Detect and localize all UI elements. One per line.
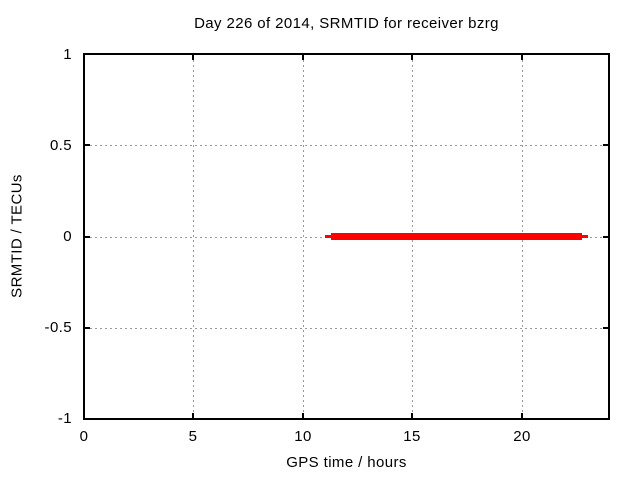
y-axis-tick-right	[603, 327, 608, 329]
x-tick-label-15: 15	[403, 428, 421, 445]
x-axis-tick-top	[411, 55, 413, 60]
x-tick-label-20: 20	[513, 428, 531, 445]
x-axis-tick-bottom	[411, 413, 413, 418]
y-tick-label-0: 0	[63, 228, 72, 245]
plot-area	[83, 53, 610, 420]
plot-frame-bottom	[83, 418, 610, 420]
x-axis-tick-bottom	[302, 413, 304, 418]
y-axis-tick-right	[603, 236, 608, 238]
series-line-thick	[331, 233, 582, 240]
plot-frame-right	[608, 53, 610, 420]
gridline-horizontal	[85, 145, 608, 146]
y-axis-tick-left	[85, 236, 90, 238]
x-tick-label-10: 10	[294, 428, 312, 445]
chart-title: Day 226 of 2014, SRMTID for receiver bzr…	[194, 15, 499, 32]
x-axis-tick-bottom	[192, 413, 194, 418]
y-axis-tick-left	[85, 327, 90, 329]
x-axis-tick-top	[302, 55, 304, 60]
plot-frame-left	[83, 53, 85, 420]
y-tick-label-0p5: 0.5	[49, 137, 72, 154]
x-axis-tick-bottom	[521, 413, 523, 418]
x-tick-label-5: 5	[188, 428, 198, 445]
x-tick-label-0: 0	[79, 428, 89, 445]
plot-frame-top	[83, 53, 610, 55]
gridline-vertical	[193, 55, 194, 418]
y-tick-label-neg1: -1	[57, 410, 72, 427]
gridline-vertical	[303, 55, 304, 418]
x-axis-tick-top	[192, 55, 194, 60]
y-axis-tick-left	[85, 144, 90, 146]
x-axis-title: GPS time / hours	[286, 454, 407, 471]
gridline-horizontal	[85, 328, 608, 329]
x-axis-tick-top	[521, 55, 523, 60]
y-axis-tick-right	[603, 144, 608, 146]
y-tick-label-1: 1	[63, 46, 72, 63]
y-tick-label-neg0p5: -0.5	[44, 319, 72, 336]
